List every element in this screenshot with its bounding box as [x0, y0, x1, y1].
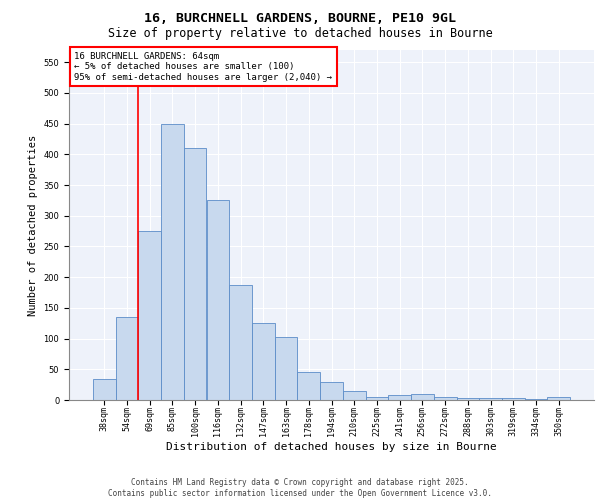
Text: 16, BURCHNELL GARDENS, BOURNE, PE10 9GL: 16, BURCHNELL GARDENS, BOURNE, PE10 9GL	[144, 12, 456, 26]
X-axis label: Distribution of detached houses by size in Bourne: Distribution of detached houses by size …	[166, 442, 497, 452]
Bar	[479, 398, 502, 400]
Bar	[252, 323, 275, 400]
Text: 16 BURCHNELL GARDENS: 64sqm
← 5% of detached houses are smaller (100)
95% of sem: 16 BURCHNELL GARDENS: 64sqm ← 5% of deta…	[74, 52, 332, 82]
Bar	[139, 231, 161, 400]
Y-axis label: Number of detached properties: Number of detached properties	[28, 134, 38, 316]
Bar	[524, 399, 547, 400]
Bar	[229, 284, 252, 400]
Bar	[343, 391, 365, 400]
Bar	[161, 124, 184, 400]
Bar	[388, 395, 411, 400]
Text: Size of property relative to detached houses in Bourne: Size of property relative to detached ho…	[107, 28, 493, 40]
Bar	[298, 372, 320, 400]
Bar	[206, 200, 229, 400]
Bar	[434, 397, 457, 400]
Bar	[93, 378, 116, 400]
Bar	[457, 398, 479, 400]
Text: Contains HM Land Registry data © Crown copyright and database right 2025.
Contai: Contains HM Land Registry data © Crown c…	[108, 478, 492, 498]
Bar	[411, 394, 434, 400]
Bar	[502, 398, 524, 400]
Bar	[320, 382, 343, 400]
Bar	[116, 317, 139, 400]
Bar	[184, 148, 206, 400]
Bar	[275, 337, 298, 400]
Bar	[365, 397, 388, 400]
Bar	[547, 397, 570, 400]
